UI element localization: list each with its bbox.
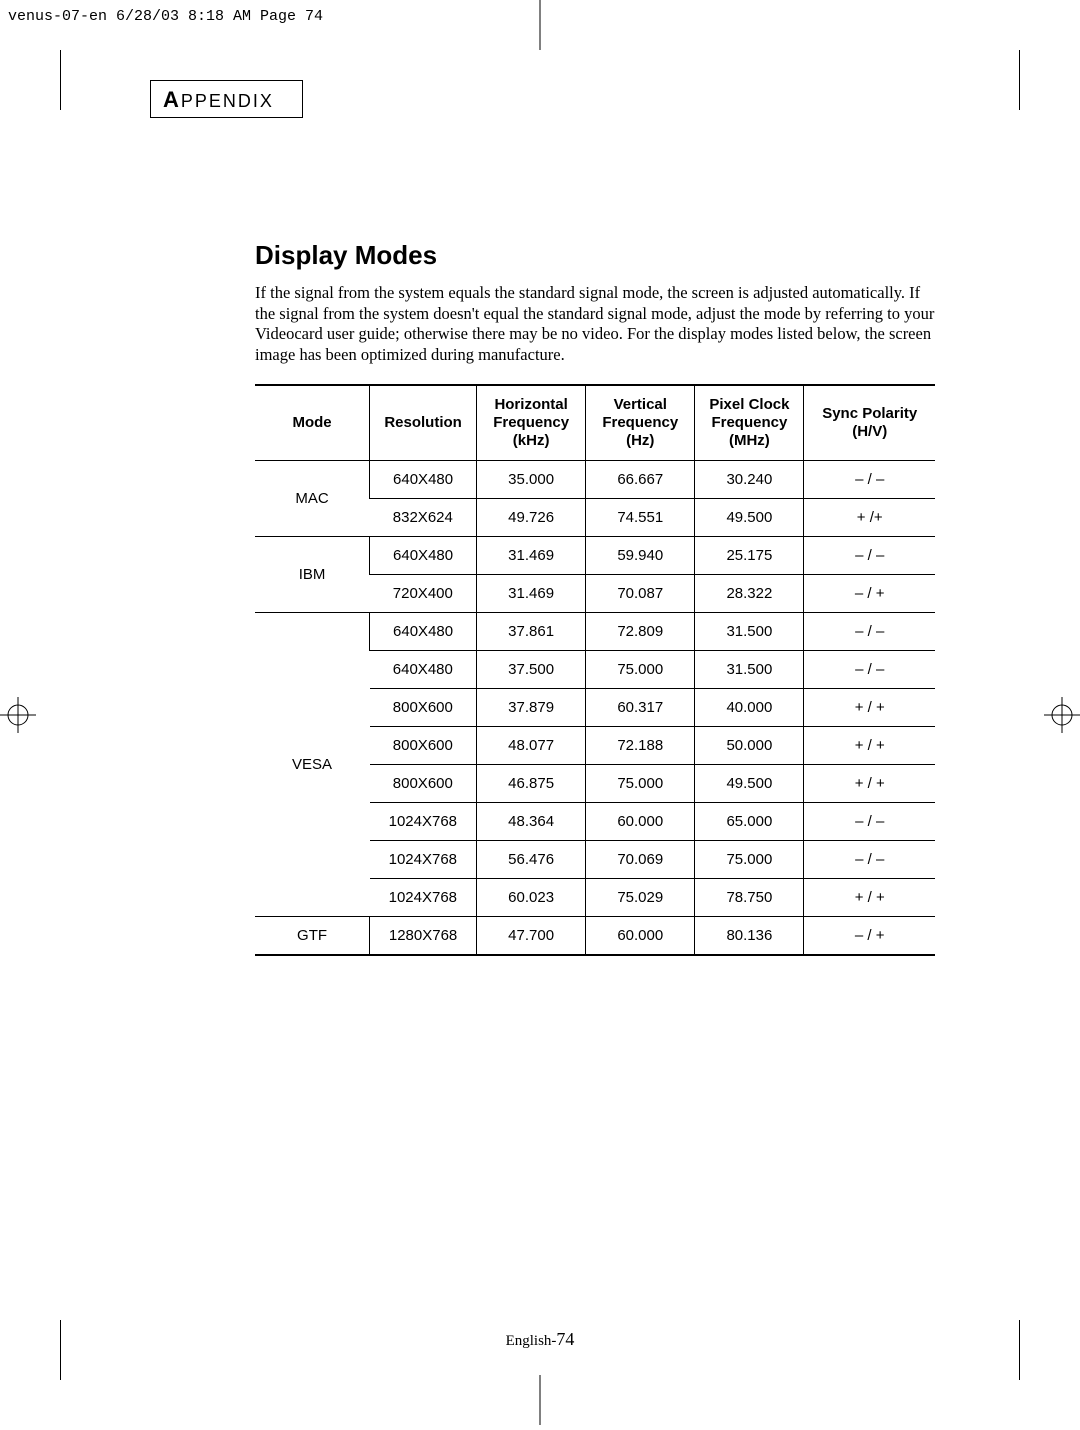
intro-paragraph: If the signal from the system equals the… — [255, 283, 935, 366]
cell-vf: 75.029 — [586, 878, 695, 916]
cell-vf: 75.000 — [586, 650, 695, 688]
cell-pc: 30.240 — [695, 460, 804, 498]
cell-res: 640X480 — [370, 460, 477, 498]
trim-line — [1019, 1320, 1020, 1380]
cell-vf: 60.317 — [586, 688, 695, 726]
cell-vf: 72.188 — [586, 726, 695, 764]
cell-hf: 31.469 — [477, 536, 586, 574]
cell-vf: 75.000 — [586, 764, 695, 802]
cell-pc: 78.750 — [695, 878, 804, 916]
cell-res: 720X400 — [370, 574, 477, 612]
display-modes-table: Mode Resolution Horizontal Frequency (kH… — [255, 384, 935, 956]
cell-vf: 59.940 — [586, 536, 695, 574]
cell-pc: 80.136 — [695, 916, 804, 955]
cell-hf: 48.077 — [477, 726, 586, 764]
page-title: Display Modes — [255, 240, 935, 271]
cell-res: 1024X768 — [370, 878, 477, 916]
section-letter: A — [163, 87, 181, 112]
cell-hf: 31.469 — [477, 574, 586, 612]
cell-pc: 31.500 — [695, 650, 804, 688]
cell-hf: 37.500 — [477, 650, 586, 688]
cell-res: 640X480 — [370, 536, 477, 574]
cell-sp: – / – — [804, 612, 935, 650]
cell-hf: 48.364 — [477, 802, 586, 840]
cell-sp: + / + — [804, 726, 935, 764]
cell-pc: 65.000 — [695, 802, 804, 840]
cell-vf: 72.809 — [586, 612, 695, 650]
table-header-row: Mode Resolution Horizontal Frequency (kH… — [255, 385, 935, 461]
cell-res: 800X600 — [370, 688, 477, 726]
cell-pc: 49.500 — [695, 498, 804, 536]
trim-line — [60, 50, 61, 110]
trim-line — [60, 1320, 61, 1380]
cell-hf: 47.700 — [477, 916, 586, 955]
page-num-value: 74 — [556, 1329, 574, 1349]
cell-mode: IBM — [255, 536, 370, 612]
th-resolution: Resolution — [370, 385, 477, 461]
cell-vf: 66.667 — [586, 460, 695, 498]
cell-pc: 75.000 — [695, 840, 804, 878]
cell-res: 800X600 — [370, 726, 477, 764]
page-number: English-74 — [506, 1329, 575, 1350]
cell-mode: MAC — [255, 460, 370, 536]
cell-sp: + / + — [804, 878, 935, 916]
cell-hf: 37.879 — [477, 688, 586, 726]
cell-pc: 49.500 — [695, 764, 804, 802]
table-row: GTF1280X76847.70060.00080.136– / + — [255, 916, 935, 955]
cell-hf: 46.875 — [477, 764, 586, 802]
cell-res: 800X600 — [370, 764, 477, 802]
th-mode: Mode — [255, 385, 370, 461]
cell-sp: – / – — [804, 460, 935, 498]
th-vfreq: Vertical Frequency (Hz) — [586, 385, 695, 461]
crop-mark-top — [520, 0, 560, 55]
cell-hf: 49.726 — [477, 498, 586, 536]
cell-vf: 60.000 — [586, 916, 695, 955]
cell-res: 640X480 — [370, 650, 477, 688]
main-content: Display Modes If the signal from the sys… — [255, 240, 935, 956]
table-row: IBM640X48031.46959.94025.175– / – — [255, 536, 935, 574]
cell-vf: 60.000 — [586, 802, 695, 840]
cell-sp: – / – — [804, 536, 935, 574]
cell-res: 1024X768 — [370, 840, 477, 878]
cell-sp: – / – — [804, 802, 935, 840]
cell-mode: GTF — [255, 916, 370, 955]
th-hfreq: Horizontal Frequency (kHz) — [477, 385, 586, 461]
cell-sp: – / – — [804, 840, 935, 878]
th-sync: Sync Polarity (H/V) — [804, 385, 935, 461]
cell-sp: + / + — [804, 764, 935, 802]
table-row: MAC640X48035.00066.66730.240– / – — [255, 460, 935, 498]
cell-res: 1024X768 — [370, 802, 477, 840]
cell-sp: + / + — [804, 688, 935, 726]
cell-pc: 25.175 — [695, 536, 804, 574]
cell-res: 832X624 — [370, 498, 477, 536]
cell-pc: 28.322 — [695, 574, 804, 612]
table-row: VESA640X48037.86172.80931.500– / – — [255, 612, 935, 650]
registration-mark-right — [1044, 697, 1080, 733]
cell-pc: 50.000 — [695, 726, 804, 764]
page-lang: English- — [506, 1333, 557, 1349]
cell-res: 1280X768 — [370, 916, 477, 955]
th-pclock: Pixel Clock Frequency (MHz) — [695, 385, 804, 461]
cell-sp: – / + — [804, 574, 935, 612]
cell-pc: 31.500 — [695, 612, 804, 650]
trim-line — [1019, 50, 1020, 110]
cell-sp: – / + — [804, 916, 935, 955]
cell-hf: 60.023 — [477, 878, 586, 916]
cell-sp: + /+ — [804, 498, 935, 536]
cell-pc: 40.000 — [695, 688, 804, 726]
cell-sp: – / – — [804, 650, 935, 688]
file-info: venus-07-en 6/28/03 8:18 AM Page 74 — [8, 8, 323, 25]
cell-vf: 70.069 — [586, 840, 695, 878]
section-header: APPENDIX — [150, 80, 303, 118]
cell-vf: 74.551 — [586, 498, 695, 536]
cell-hf: 35.000 — [477, 460, 586, 498]
cell-vf: 70.087 — [586, 574, 695, 612]
crop-mark-bottom — [520, 1375, 560, 1430]
cell-res: 640X480 — [370, 612, 477, 650]
cell-hf: 37.861 — [477, 612, 586, 650]
registration-mark-left — [0, 697, 36, 733]
cell-hf: 56.476 — [477, 840, 586, 878]
cell-mode: VESA — [255, 612, 370, 916]
section-rest: PPENDIX — [181, 91, 274, 111]
